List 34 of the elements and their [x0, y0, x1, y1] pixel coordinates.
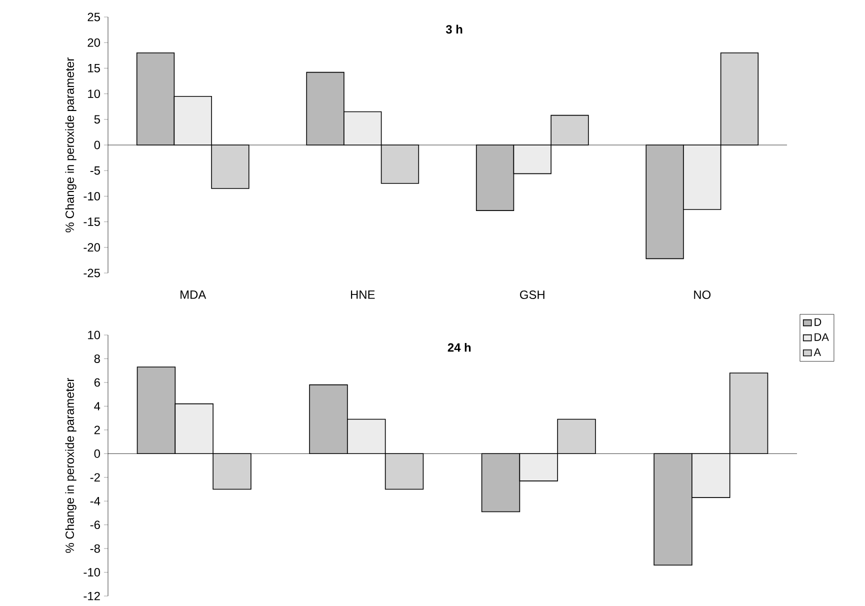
x-tick-label: MDA	[180, 290, 206, 299]
y-tick-label: -10	[84, 568, 100, 577]
y-tick-label: 15	[88, 64, 100, 72]
y-tick-label: -10	[84, 192, 100, 200]
y-tick-label: 5	[94, 115, 100, 124]
y-tick-label: -20	[84, 243, 100, 252]
y-tick-label: 6	[94, 378, 100, 387]
x-tick-label: NO	[694, 290, 711, 299]
x-tick-label: GSH	[520, 290, 544, 299]
x-tick-label: HNE	[350, 290, 375, 299]
y-tick-label: -12	[84, 592, 100, 600]
y-tick-label: 20	[88, 38, 100, 47]
y-tick-label: 8	[94, 354, 100, 363]
y-tick-label: 0	[94, 449, 100, 458]
legend-label: A	[814, 348, 822, 356]
y-tick-label: 25	[88, 12, 100, 22]
y-tick-label: 10	[88, 90, 100, 98]
y-tick-label: -2	[90, 473, 100, 482]
y-tick-label: 2	[94, 426, 100, 434]
y-axis-title: % Change in peroxide parameter	[65, 378, 76, 553]
y-tick-label: -15	[84, 218, 100, 226]
text: 24 h	[448, 342, 471, 352]
y-tick-label: -4	[90, 496, 100, 506]
text: 3 h	[446, 24, 462, 34]
y-tick-label: 10	[88, 330, 100, 340]
legend-label: DA	[814, 333, 829, 341]
y-tick-label: -6	[90, 520, 100, 530]
legend-label: D	[814, 318, 822, 326]
y-tick-label: -8	[90, 544, 100, 553]
y-tick-label: -25	[84, 268, 100, 278]
y-tick-label: 4	[94, 402, 100, 410]
y-axis-title: % Change in peroxide parameter	[65, 58, 76, 232]
y-tick-label: -5	[90, 166, 100, 175]
y-tick-label: 0	[94, 140, 100, 150]
